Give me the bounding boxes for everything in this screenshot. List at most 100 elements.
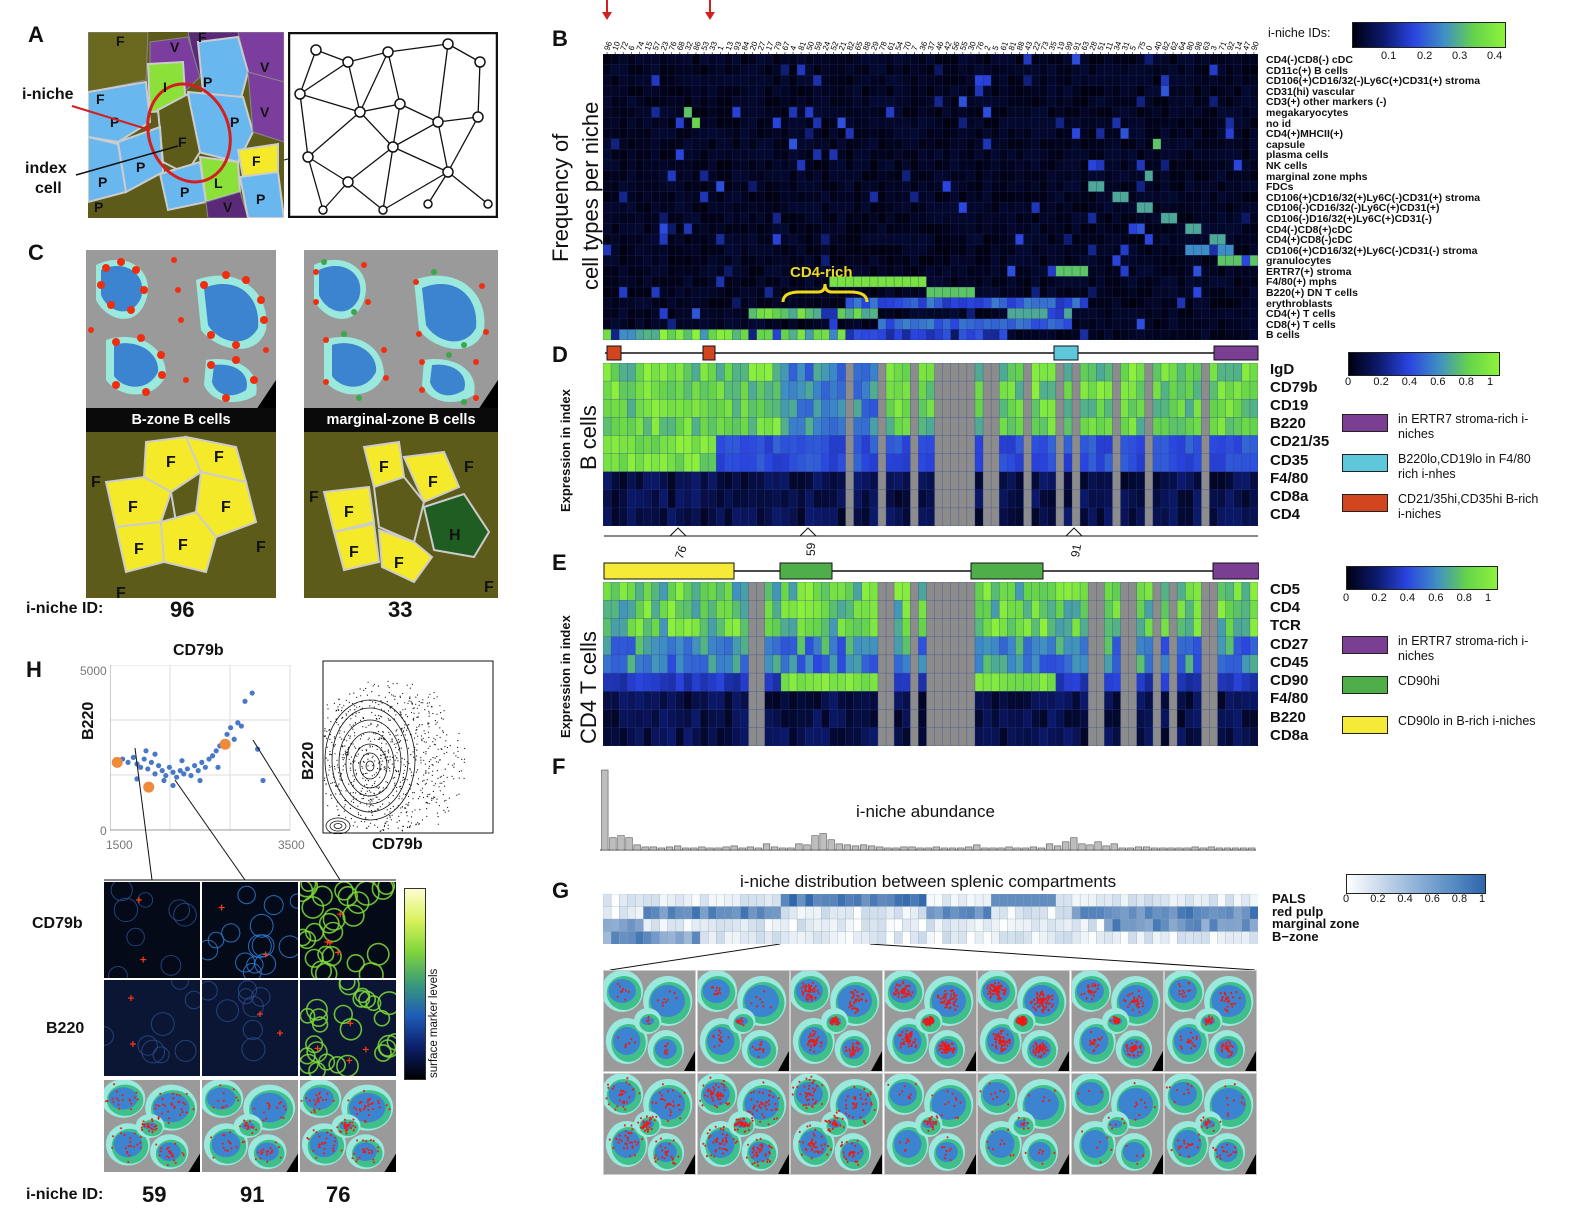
heat-cell bbox=[1079, 918, 1089, 932]
heat-cell bbox=[619, 435, 628, 454]
heat-cell bbox=[877, 931, 887, 944]
heat-cell bbox=[837, 417, 846, 436]
heat-cell bbox=[853, 453, 862, 472]
heat-cell bbox=[910, 453, 919, 472]
heat-cell bbox=[1185, 471, 1194, 490]
heat-cell bbox=[805, 906, 814, 920]
niche-id-tick: 88 bbox=[1015, 40, 1027, 52]
heat-cell bbox=[603, 308, 612, 320]
heat-cell bbox=[788, 276, 798, 288]
heat-cell bbox=[813, 244, 822, 256]
heat-cell bbox=[1201, 308, 1210, 320]
heat-cell bbox=[772, 691, 782, 710]
heat-cell bbox=[756, 276, 765, 288]
heat-cell bbox=[974, 654, 984, 674]
heat-cell bbox=[1233, 170, 1243, 182]
niche-id-tick: 2 bbox=[983, 44, 993, 52]
heat-cell bbox=[659, 64, 668, 76]
heat-cell bbox=[869, 287, 879, 298]
heat-cell bbox=[1047, 308, 1057, 320]
niche-id-tick: 61 bbox=[999, 40, 1011, 52]
heat-cell bbox=[966, 489, 976, 509]
abundance-bar bbox=[884, 847, 892, 851]
heat-cell bbox=[1015, 202, 1024, 214]
heat-cell bbox=[1007, 636, 1016, 656]
heat-cell bbox=[1136, 906, 1146, 920]
heat-cell bbox=[1152, 329, 1162, 340]
heat-cell bbox=[788, 96, 798, 108]
index-cell-label: F bbox=[178, 134, 187, 150]
heat-cell bbox=[1201, 191, 1210, 203]
heat-cell bbox=[788, 138, 798, 150]
heat-cell bbox=[1185, 85, 1194, 97]
heat-cell bbox=[1112, 691, 1121, 710]
heat-cell bbox=[829, 223, 838, 235]
heat-cell bbox=[934, 600, 943, 619]
heat-cell bbox=[1217, 507, 1226, 526]
heat-cell bbox=[877, 202, 887, 214]
g-zoom-lines bbox=[609, 944, 1256, 971]
heat-cell bbox=[764, 287, 774, 298]
heat-cell bbox=[1063, 931, 1073, 944]
heat-cell bbox=[861, 906, 871, 920]
heat-cell bbox=[1241, 489, 1251, 509]
heat-cell bbox=[950, 75, 960, 86]
heat-cell bbox=[700, 453, 709, 472]
heat-cell bbox=[983, 191, 992, 203]
heat-cell bbox=[627, 128, 636, 139]
heat-cell bbox=[732, 691, 741, 710]
heat-cell bbox=[1233, 727, 1243, 746]
heat-cell bbox=[796, 906, 806, 920]
heat-cell bbox=[756, 54, 765, 65]
heat-cell bbox=[611, 363, 620, 382]
heat-cell bbox=[845, 149, 854, 161]
heat-cell bbox=[805, 600, 814, 619]
heat-cell bbox=[651, 170, 660, 182]
heat-cell bbox=[1128, 453, 1137, 472]
heat-cell bbox=[991, 287, 1000, 298]
heat-cell bbox=[1023, 128, 1032, 139]
heat-cell bbox=[1209, 64, 1218, 76]
heat-cell bbox=[861, 265, 871, 277]
heat-cell bbox=[886, 399, 895, 418]
niche-id-tick: 19 bbox=[1055, 40, 1067, 52]
heat-cell bbox=[675, 931, 685, 944]
heat-cell bbox=[716, 329, 725, 340]
heat-cell bbox=[966, 159, 976, 171]
heat-cell bbox=[1217, 181, 1226, 192]
heat-cell bbox=[845, 435, 854, 454]
heat-cell bbox=[1072, 244, 1081, 256]
heat-cell bbox=[1225, 691, 1234, 710]
heat-cell bbox=[974, 106, 984, 118]
heat-cell bbox=[1055, 64, 1065, 76]
group-marker bbox=[1213, 345, 1259, 361]
heat-cell bbox=[1104, 181, 1113, 192]
niche-id-tick: 56 bbox=[950, 40, 962, 52]
heat-cell bbox=[1249, 181, 1258, 192]
heat-cell bbox=[894, 453, 903, 472]
heat-cell bbox=[651, 191, 660, 203]
heat-cell bbox=[902, 489, 911, 509]
heat-cell bbox=[1007, 894, 1016, 907]
heat-cell bbox=[886, 202, 895, 214]
heat-cell bbox=[869, 75, 879, 86]
heat-cell bbox=[894, 244, 903, 256]
heat-cell bbox=[643, 117, 652, 129]
heat-cell bbox=[675, 244, 685, 256]
heat-cell bbox=[1241, 618, 1251, 637]
heat-cell bbox=[675, 75, 685, 86]
heat-cell bbox=[732, 149, 741, 161]
heat-cell bbox=[619, 636, 628, 656]
heat-cell bbox=[886, 381, 895, 400]
heat-cell bbox=[845, 918, 855, 932]
heat-cell bbox=[756, 709, 765, 728]
heat-cell bbox=[1201, 223, 1210, 235]
heat-cell bbox=[966, 399, 976, 418]
heat-cell bbox=[1169, 265, 1178, 277]
heat-cell bbox=[1063, 582, 1073, 601]
heat-cell bbox=[902, 318, 911, 330]
heat-cell bbox=[748, 244, 757, 256]
heat-cell bbox=[1088, 417, 1097, 436]
heat-cell bbox=[635, 435, 644, 454]
heat-cell bbox=[708, 255, 717, 267]
